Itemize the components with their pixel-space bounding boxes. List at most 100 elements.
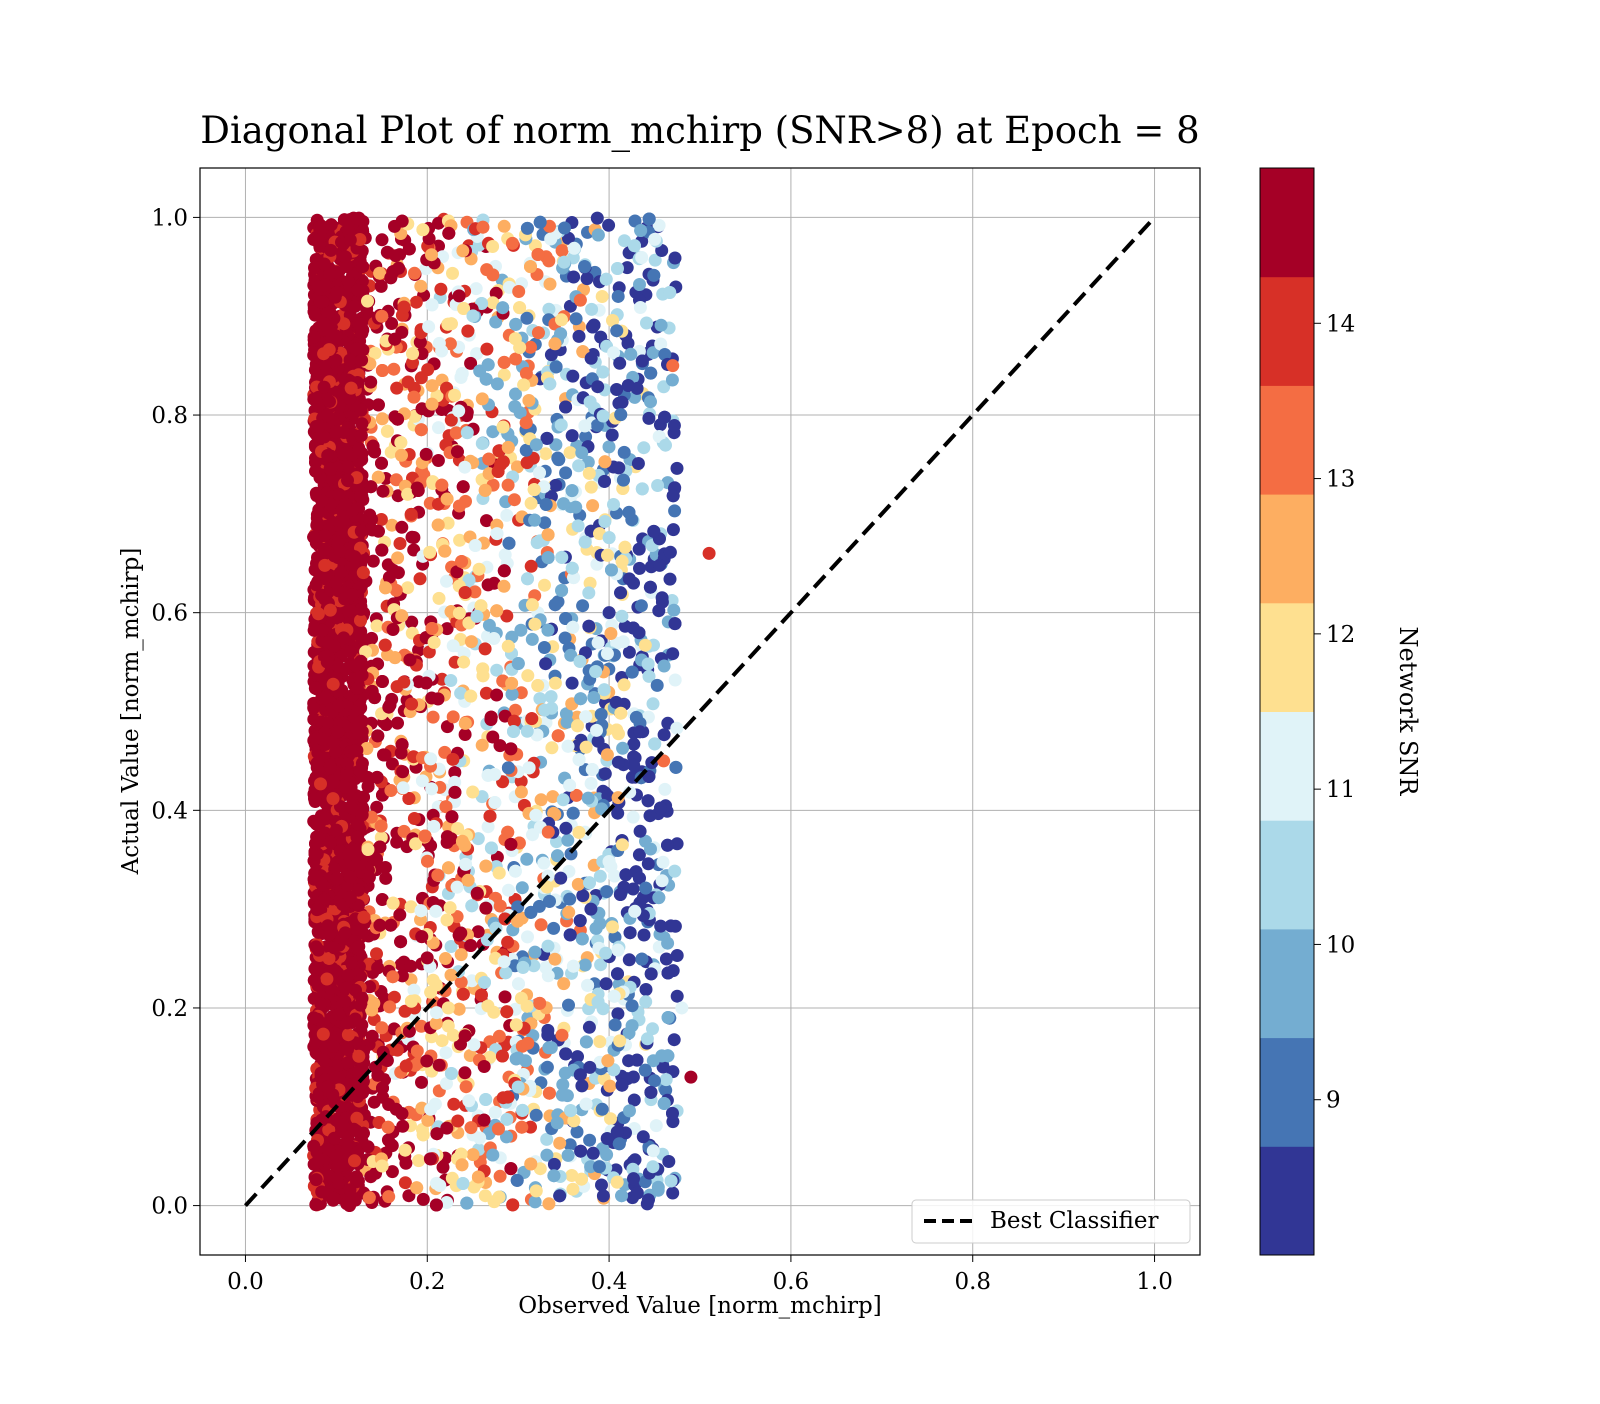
scatter-point	[670, 722, 683, 735]
scatter-point	[426, 622, 439, 635]
scatter-point	[498, 220, 511, 233]
scatter-point	[525, 712, 538, 725]
scatter-point	[599, 455, 612, 468]
scatter-point	[502, 761, 515, 774]
scatter-point	[643, 213, 656, 226]
scatter-point	[503, 537, 516, 550]
scatter-point	[632, 457, 645, 470]
scatter-point	[469, 539, 482, 552]
scatter-point	[433, 1059, 446, 1072]
scatter-point	[539, 657, 552, 670]
scatter-point	[482, 769, 495, 782]
scatter-point	[473, 563, 486, 576]
scatter-point	[368, 691, 381, 704]
scatter-point	[549, 677, 562, 690]
scatter-point	[642, 1193, 655, 1206]
scatter-point	[559, 1047, 572, 1060]
scatter-point	[531, 536, 544, 549]
scatter-point	[562, 906, 575, 919]
scatter-point	[585, 303, 598, 316]
scatter-point	[567, 960, 580, 973]
scatter-point	[508, 493, 521, 506]
scatter-point	[451, 1115, 464, 1128]
scatter-point	[647, 269, 660, 282]
scatter-point	[556, 244, 569, 257]
scatter-point	[382, 1190, 395, 1203]
scatter-point	[541, 1024, 554, 1037]
scatter-point	[312, 944, 325, 957]
scatter-point	[427, 711, 440, 724]
scatter-point	[489, 1106, 502, 1119]
scatter-point	[561, 834, 574, 847]
scatter-point	[512, 285, 525, 298]
scatter-point	[376, 1082, 389, 1095]
scatter-point	[541, 1061, 554, 1074]
scatter-point	[307, 1011, 320, 1024]
scatter-point	[658, 411, 671, 424]
scatter-point	[662, 1011, 675, 1024]
scatter-point	[363, 871, 376, 884]
scatter-point	[627, 1172, 640, 1185]
scatter-point	[355, 631, 368, 644]
scatter-point	[587, 1147, 600, 1160]
scatter-point	[663, 286, 676, 299]
scatter-point	[573, 330, 586, 343]
scatter-point	[520, 312, 533, 325]
scatter-point	[391, 551, 404, 564]
scatter-point	[601, 1132, 614, 1145]
scatter-point	[420, 677, 433, 690]
scatter-point	[459, 717, 472, 730]
scatter-point	[381, 425, 394, 438]
scatter-point	[595, 1179, 608, 1192]
scatter-point	[648, 233, 661, 246]
scatter-point	[633, 562, 646, 575]
scatter-point	[592, 996, 605, 1009]
scatter-point	[458, 461, 471, 474]
scatter-point	[614, 586, 627, 599]
scatter-point	[559, 632, 572, 645]
scatter-point	[651, 679, 664, 692]
scatter-point	[491, 377, 504, 390]
scatter-point	[408, 812, 421, 825]
scatter-point	[516, 881, 529, 894]
scatter-point	[476, 437, 489, 450]
scatter-point	[614, 707, 627, 720]
scatter-point	[376, 364, 389, 377]
scatter-point	[544, 278, 557, 291]
scatter-point	[610, 383, 623, 396]
scatter-point	[406, 347, 419, 360]
scatter-point	[669, 252, 682, 265]
scatter-point	[399, 1176, 412, 1189]
scatter-point	[639, 882, 652, 895]
scatter-point	[596, 290, 609, 303]
scatter-point	[597, 1189, 610, 1202]
scatter-point	[615, 1189, 628, 1202]
scatter-point	[601, 748, 614, 761]
scatter-point	[342, 1028, 355, 1041]
scatter-point	[654, 920, 667, 933]
scatter-point	[315, 1185, 328, 1198]
scatter-point	[432, 692, 445, 705]
scatter-point	[601, 647, 614, 660]
scatter-point	[623, 1104, 636, 1117]
scatter-point	[343, 1199, 356, 1212]
scatter-point	[459, 858, 472, 871]
scatter-point	[661, 1049, 674, 1062]
scatter-point	[563, 893, 576, 906]
scatter-point	[551, 1116, 564, 1129]
scatter-point	[669, 674, 682, 687]
scatter-point	[441, 493, 454, 506]
scatter-point	[408, 267, 421, 280]
scatter-point	[640, 317, 653, 330]
scatter-point	[612, 756, 625, 769]
scatter-point	[600, 885, 613, 898]
scatter-point	[371, 771, 384, 784]
scatter-point	[635, 953, 648, 966]
scatter-point	[375, 544, 388, 557]
scatter-point	[658, 660, 671, 673]
scatter-point	[395, 521, 408, 534]
scatter-point	[611, 262, 624, 275]
scatter-point	[415, 930, 428, 943]
scatter-point	[525, 560, 538, 573]
